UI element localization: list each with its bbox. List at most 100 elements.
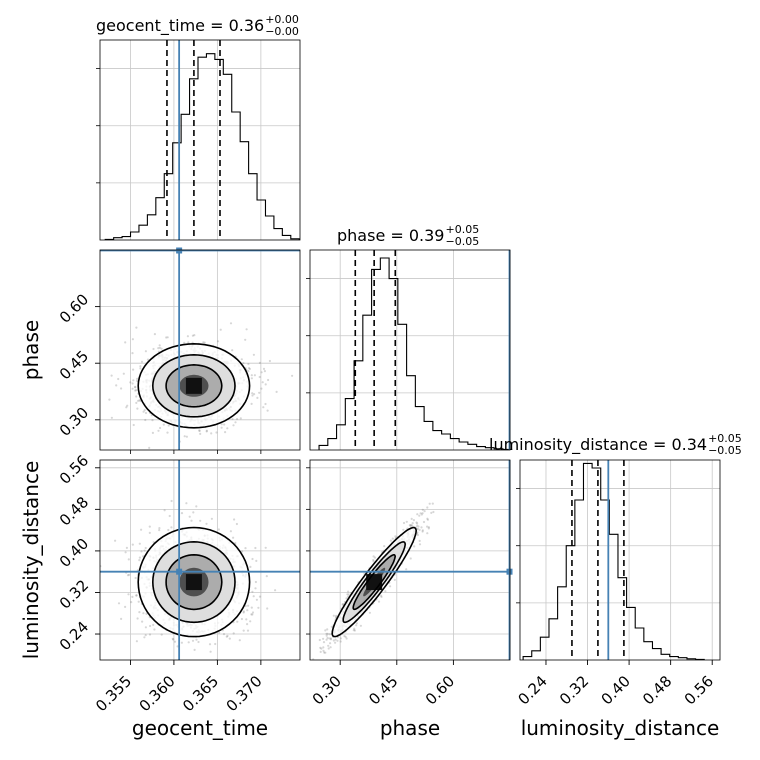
sample-point [180, 641, 183, 644]
sample-point [135, 389, 138, 392]
sample-point [139, 365, 142, 368]
sample-point [418, 543, 422, 546]
sample-point [214, 642, 217, 646]
sample-point [114, 539, 117, 542]
sample-point [411, 524, 414, 527]
sample-point [416, 527, 419, 531]
sample-point [242, 362, 245, 365]
sample-point [335, 614, 338, 617]
sample-point [132, 379, 135, 382]
sample-point [144, 350, 147, 353]
panel-frame [519, 459, 721, 661]
sample-point [393, 578, 396, 582]
y-axis-label-luminosity_distance: luminosity_distance [19, 461, 43, 660]
x-tick-label: 0.45 [365, 672, 401, 708]
sample-point [372, 558, 375, 562]
truth-marker [176, 568, 183, 575]
sample-point [135, 395, 138, 398]
title-geocent_time: geocent_time = 0.36 +0.00−0.00 [96, 13, 299, 38]
sample-point [185, 502, 188, 505]
sample-point [144, 546, 147, 550]
sample-point [138, 559, 141, 562]
sample-point [423, 510, 426, 513]
sample-point [117, 602, 121, 605]
x-tick-label: 0.30 [309, 672, 345, 708]
sample-point [405, 520, 408, 523]
sample-point [148, 633, 152, 636]
sample-point [110, 374, 113, 377]
sample-point [258, 361, 261, 364]
y-tick-label: 0.30 [56, 404, 92, 440]
sample-point [136, 407, 139, 410]
sample-point [262, 367, 266, 370]
sample-point [148, 531, 151, 535]
sample-point [131, 382, 134, 385]
joint-content [100, 499, 277, 660]
sample-point [126, 574, 130, 577]
sample-point [322, 641, 326, 644]
sample-point [345, 597, 348, 600]
sample-point [291, 374, 294, 377]
sample-point [426, 517, 429, 520]
sample-point [205, 430, 208, 433]
sample-point [325, 638, 328, 641]
sample-point [341, 603, 344, 606]
sample-point [124, 605, 127, 609]
sample-point [427, 526, 430, 529]
sample-point [256, 396, 259, 399]
sample-point [244, 547, 247, 550]
sample-point [258, 391, 261, 394]
sample-point [157, 429, 160, 432]
density-peak [185, 574, 202, 591]
sample-point [328, 633, 331, 636]
x-tick-label: 0.56 [681, 672, 717, 708]
sample-point [185, 435, 188, 438]
sample-point [242, 629, 245, 632]
sample-point [193, 648, 196, 652]
sample-point [329, 637, 332, 640]
sample-point [122, 372, 125, 375]
sample-point [322, 646, 325, 649]
sample-point [332, 639, 335, 642]
truth-marker [506, 568, 513, 575]
sample-point [219, 328, 222, 331]
sample-point [137, 600, 140, 603]
sample-point [430, 511, 433, 514]
sample-point [245, 328, 248, 331]
sample-point [208, 643, 212, 646]
sample-point [144, 411, 148, 415]
histogram-phase [318, 257, 513, 450]
sample-point [326, 636, 329, 640]
sample-point [318, 638, 321, 642]
sample-point [158, 344, 161, 347]
contour-line [342, 541, 407, 624]
sample-point [139, 399, 142, 403]
sample-point [124, 551, 127, 554]
sample-point [431, 502, 434, 505]
y-axis-label-phase: phase [19, 320, 43, 380]
sample-point [145, 612, 148, 616]
sample-point [355, 624, 358, 627]
x-tick-label: 0.365 [179, 672, 222, 715]
sample-point [418, 514, 421, 517]
sample-point [246, 609, 249, 612]
sample-point [384, 590, 387, 593]
sample-point [422, 520, 426, 524]
sample-point [267, 378, 270, 382]
sample-point [138, 556, 141, 559]
sample-point [125, 546, 128, 550]
sample-point [250, 377, 253, 380]
sample-point [234, 541, 237, 545]
sample-point [255, 559, 258, 563]
sample-point [380, 594, 383, 597]
sample-point [274, 589, 277, 592]
sample-point [205, 522, 208, 525]
sample-point [239, 417, 242, 420]
sample-point [143, 409, 146, 412]
sample-point [421, 530, 424, 533]
sample-point [140, 528, 143, 531]
sample-point [190, 519, 193, 522]
sample-point [249, 565, 252, 569]
sample-point [223, 423, 226, 426]
joint-phase-luminosity_distance [309, 459, 513, 661]
